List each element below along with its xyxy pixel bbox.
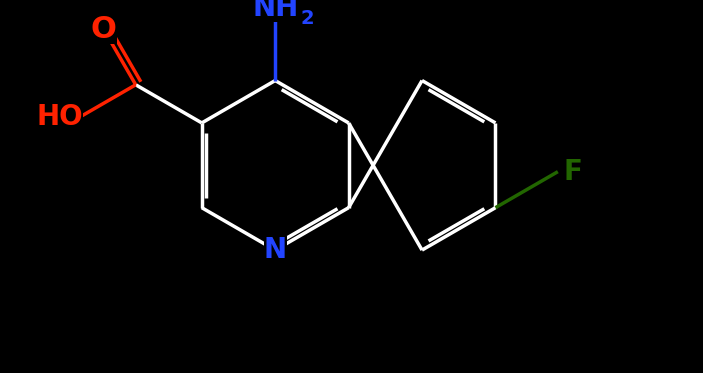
Text: HO: HO [36, 103, 83, 131]
Text: O: O [91, 15, 117, 44]
Text: N: N [264, 236, 287, 264]
Text: NH: NH [252, 0, 298, 22]
Text: F: F [564, 158, 583, 186]
Text: 2: 2 [301, 9, 314, 28]
